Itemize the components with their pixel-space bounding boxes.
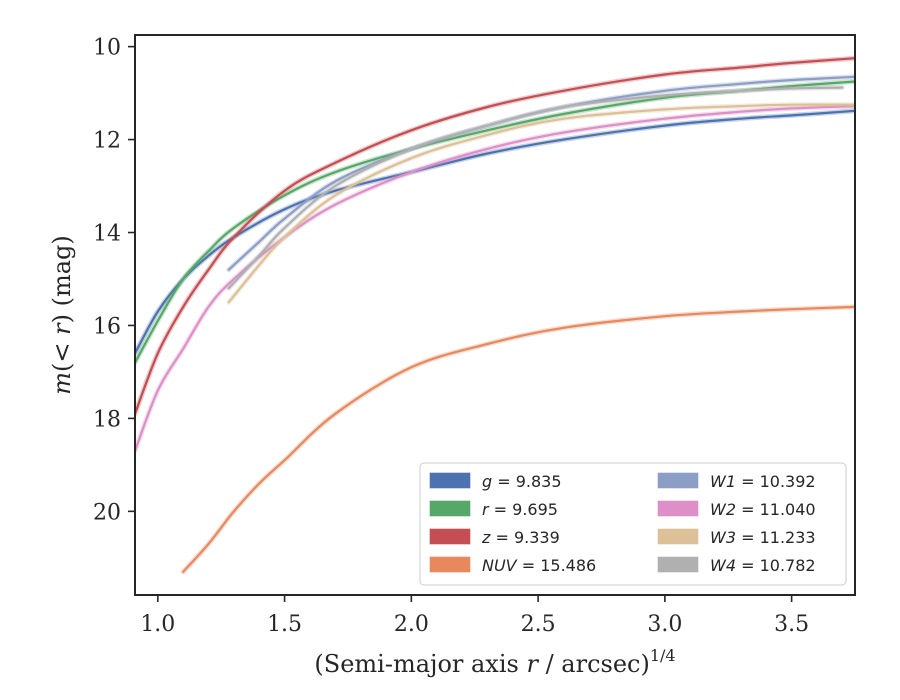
legend-item-w4: W4 = 10.782 — [657, 556, 816, 575]
legend-label: NUV = 15.486 — [482, 556, 596, 575]
legend-swatch — [429, 500, 471, 517]
y-axis-ticks: 10 12 14 16 18 20 — [93, 36, 135, 525]
legend: g = 9.835 r = 9.695 z = 9.339 NUV = 15.486 W… — [419, 462, 847, 586]
x-tick-label: 2.5 — [521, 612, 556, 637]
series-w3 — [226, 102, 855, 305]
series-layer — [135, 55, 855, 575]
legend-item-r: r = 9.695 — [429, 500, 558, 519]
series-w4 — [226, 85, 845, 291]
y-axis-label: m(< r) (mag) — [48, 235, 76, 395]
x-tick-label: 1.0 — [140, 612, 175, 637]
legend-swatch — [429, 556, 471, 573]
series-w2 — [135, 103, 855, 454]
legend-swatch — [657, 500, 699, 517]
series-z-line — [135, 57, 855, 415]
legend-swatch — [657, 528, 699, 545]
x-tick-label: 1.5 — [267, 612, 302, 637]
y-tick-label: 16 — [93, 314, 121, 339]
series-w2-line — [135, 105, 855, 452]
legend-label: g = 9.835 — [482, 472, 562, 491]
legend-label: W1 = 10.392 — [710, 472, 816, 491]
legend-item-w1: W1 = 10.392 — [657, 472, 816, 491]
series-nuv-line — [182, 305, 855, 573]
y-tick-label: 20 — [93, 500, 121, 525]
x-tick-label: 3.5 — [774, 612, 809, 637]
series-w3-line — [227, 103, 855, 304]
legend-swatch — [429, 472, 471, 489]
x-axis-ticks: 1.0 1.5 2.0 2.5 3.0 3.5 — [140, 595, 809, 637]
legend-swatch — [657, 472, 699, 489]
y-tick-label: 10 — [93, 36, 121, 61]
legend-box — [419, 462, 847, 586]
series-nuv — [180, 304, 855, 575]
legend-item-w2: W2 = 11.040 — [657, 500, 816, 519]
x-axis-label: (Semi-major axis r / arcsec)1/4 — [314, 646, 675, 678]
legend-label: W3 = 11.233 — [710, 528, 816, 547]
legend-item-w3: W3 = 11.233 — [657, 528, 816, 547]
legend-label: z = 9.339 — [481, 528, 560, 547]
y-tick-label: 18 — [93, 407, 121, 432]
series-w4-line — [227, 86, 844, 290]
legend-label: r = 9.695 — [482, 500, 558, 519]
y-tick-label: 12 — [93, 129, 121, 154]
legend-item-nuv: NUV = 15.486 — [429, 556, 596, 575]
y-tick-label: 14 — [93, 222, 121, 247]
legend-label: W2 = 11.040 — [710, 500, 816, 519]
series-z — [135, 55, 855, 417]
legend-item-g: g = 9.835 — [429, 472, 562, 491]
legend-swatch — [429, 528, 471, 545]
x-tick-label: 2.0 — [394, 612, 429, 637]
x-tick-label: 3.0 — [647, 612, 682, 637]
plot-frame — [134, 34, 856, 596]
legend-swatch — [657, 556, 699, 573]
legend-label: W4 = 10.782 — [710, 556, 816, 575]
legend-item-z: z = 9.339 — [429, 528, 560, 547]
